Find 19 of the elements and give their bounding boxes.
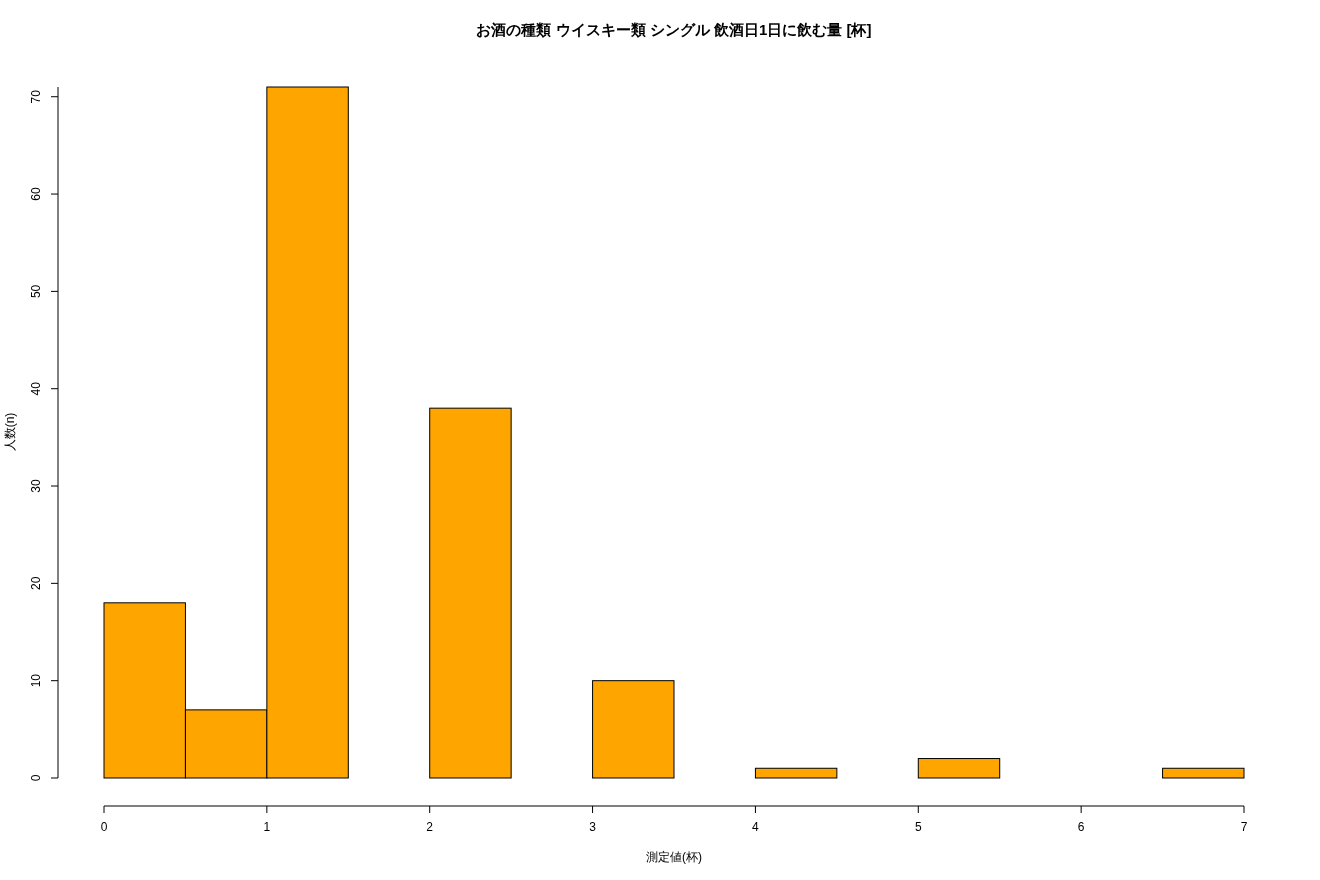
x-tick-label: 1 <box>263 820 271 834</box>
x-tick-label: 4 <box>752 820 760 834</box>
y-axis-title: 人数(n) <box>3 412 17 452</box>
y-tick-label: 30 <box>29 479 43 493</box>
x-tick-label: 5 <box>914 820 922 834</box>
y-tick-label: 60 <box>29 187 43 201</box>
x-tick-label: 0 <box>100 820 108 834</box>
x-tick-label: 2 <box>426 820 434 834</box>
y-tick-label: 0 <box>29 774 43 782</box>
y-tick-label: 70 <box>29 89 43 104</box>
x-tick-label: 7 <box>1240 820 1248 834</box>
x-axis-title: 測定値(杯) <box>646 850 702 864</box>
x-tick-label: 3 <box>589 820 597 834</box>
y-tick-label: 40 <box>29 381 43 396</box>
x-tick-label: 6 <box>1077 820 1085 834</box>
y-tick-label: 50 <box>29 284 43 299</box>
chart-title: お酒の種類 ウイスキー類 シングル 飲酒日1日に飲む量 [杯] <box>476 21 872 38</box>
y-tick-label: 20 <box>29 576 43 591</box>
y-tick-label: 10 <box>29 673 43 688</box>
